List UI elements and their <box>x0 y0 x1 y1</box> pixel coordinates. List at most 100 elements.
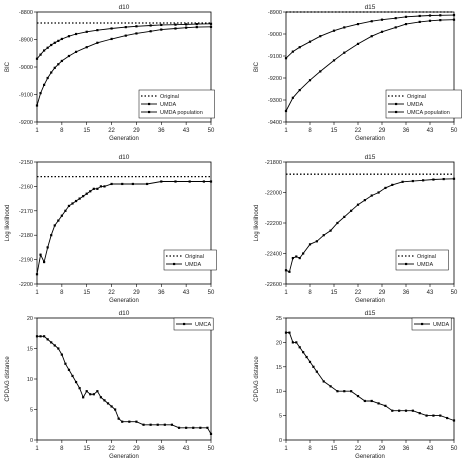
data-point <box>336 221 339 225</box>
data-point <box>39 335 42 338</box>
x-tick-label: 43 <box>183 128 190 134</box>
x-tick-label: 29 <box>133 290 140 296</box>
legend-box <box>411 317 452 331</box>
data-point <box>131 182 134 186</box>
chart-title: d15 <box>365 154 376 161</box>
y-tick-label: 15 <box>276 365 282 371</box>
data-point <box>35 335 39 338</box>
data-point <box>114 408 117 411</box>
data-point <box>209 25 213 28</box>
y-tick-label: -2190 <box>19 258 33 264</box>
data-point <box>160 23 163 27</box>
legend-marker <box>148 102 151 106</box>
x-tick-label: 36 <box>403 128 410 134</box>
data-point <box>160 28 163 31</box>
x-tick-label: 36 <box>158 446 165 452</box>
legend-label: Original <box>185 254 204 260</box>
legend-marker <box>421 322 424 326</box>
data-point <box>398 409 401 412</box>
data-point <box>43 335 46 338</box>
y-tick-label: -2180 <box>19 233 33 239</box>
data-point <box>370 20 373 23</box>
x-axis-label: Generation <box>109 454 139 460</box>
chart-panel-5: d10 1 8 15 22 29 36 43 50 0 5 10 15 20 Generation CPDAG… <box>5 310 215 460</box>
data-point <box>319 35 322 38</box>
x-tick-label: 43 <box>427 128 434 134</box>
data-point <box>135 25 138 28</box>
y-tick-label: -2150 <box>19 160 33 166</box>
data-point <box>418 14 421 18</box>
data-point <box>64 362 67 365</box>
x-tick-label: 1 <box>35 446 39 452</box>
data-point <box>135 420 138 423</box>
data-point <box>135 32 138 35</box>
data-point <box>110 405 113 408</box>
legend: Original UMDA <box>163 249 217 271</box>
data-point <box>43 49 46 52</box>
data-point <box>418 20 421 23</box>
data-point <box>185 23 188 26</box>
x-tick-label: 36 <box>158 290 165 296</box>
x-tick-label: 8 <box>60 446 64 452</box>
data-point <box>209 22 213 25</box>
data-point <box>288 331 291 334</box>
data-point <box>121 420 124 423</box>
data-point <box>428 19 432 22</box>
data-point <box>99 396 103 399</box>
data-point <box>343 215 346 218</box>
data-point <box>370 399 373 403</box>
data-point <box>322 234 325 237</box>
x-tick-label: 22 <box>108 128 115 134</box>
data-point <box>350 209 353 212</box>
chart-title: d10 <box>119 4 130 11</box>
y-tick-label: 5 <box>279 414 282 420</box>
x-tick-label: 50 <box>208 128 215 134</box>
y-tick-label: -9400 <box>268 120 282 126</box>
data-point <box>110 182 113 186</box>
data-point <box>384 186 387 190</box>
data-point <box>57 63 60 66</box>
data-point <box>291 341 294 344</box>
x-tick-label: 36 <box>158 128 165 134</box>
data-point <box>363 399 366 403</box>
data-point <box>78 197 81 200</box>
y-axis-label: Log likelihood <box>254 205 260 242</box>
data-point <box>110 27 113 30</box>
data-point <box>391 183 394 186</box>
data-point <box>43 83 46 86</box>
x-tick-label: 22 <box>355 446 362 452</box>
chart-panel-6: d15 1 8 15 22 29 36 43 50 0 5 10 15 20 25 Generation CPD… <box>254 310 458 460</box>
x-tick-label: 43 <box>183 446 190 452</box>
data-point <box>121 182 124 186</box>
data-point <box>302 252 305 255</box>
data-point <box>174 23 177 26</box>
data-point <box>192 426 195 429</box>
data-point <box>82 195 85 198</box>
y-tick-label: 15 <box>27 347 33 353</box>
data-point <box>60 214 63 217</box>
data-point <box>96 187 99 190</box>
y-axis-label: BIC <box>5 61 11 72</box>
data-point <box>46 46 49 49</box>
data-point <box>442 177 445 181</box>
chart-title: d10 <box>119 310 130 317</box>
data-point <box>67 35 71 38</box>
data-point <box>170 423 174 426</box>
x-tick-label: 50 <box>451 290 458 296</box>
y-tick-label: 0 <box>279 438 282 444</box>
data-point <box>43 260 46 264</box>
data-point <box>106 402 110 405</box>
data-point <box>308 360 312 364</box>
y-tick-label: 25 <box>276 316 282 322</box>
data-point <box>202 180 205 183</box>
x-tick-label: 15 <box>331 446 338 452</box>
data-point <box>149 24 152 27</box>
data-point <box>418 412 421 415</box>
legend-label: UMDA <box>433 322 450 328</box>
data-point <box>39 253 42 256</box>
data-point <box>46 76 49 80</box>
y-tick-label: 5 <box>30 408 33 414</box>
legend-marker <box>173 262 176 266</box>
